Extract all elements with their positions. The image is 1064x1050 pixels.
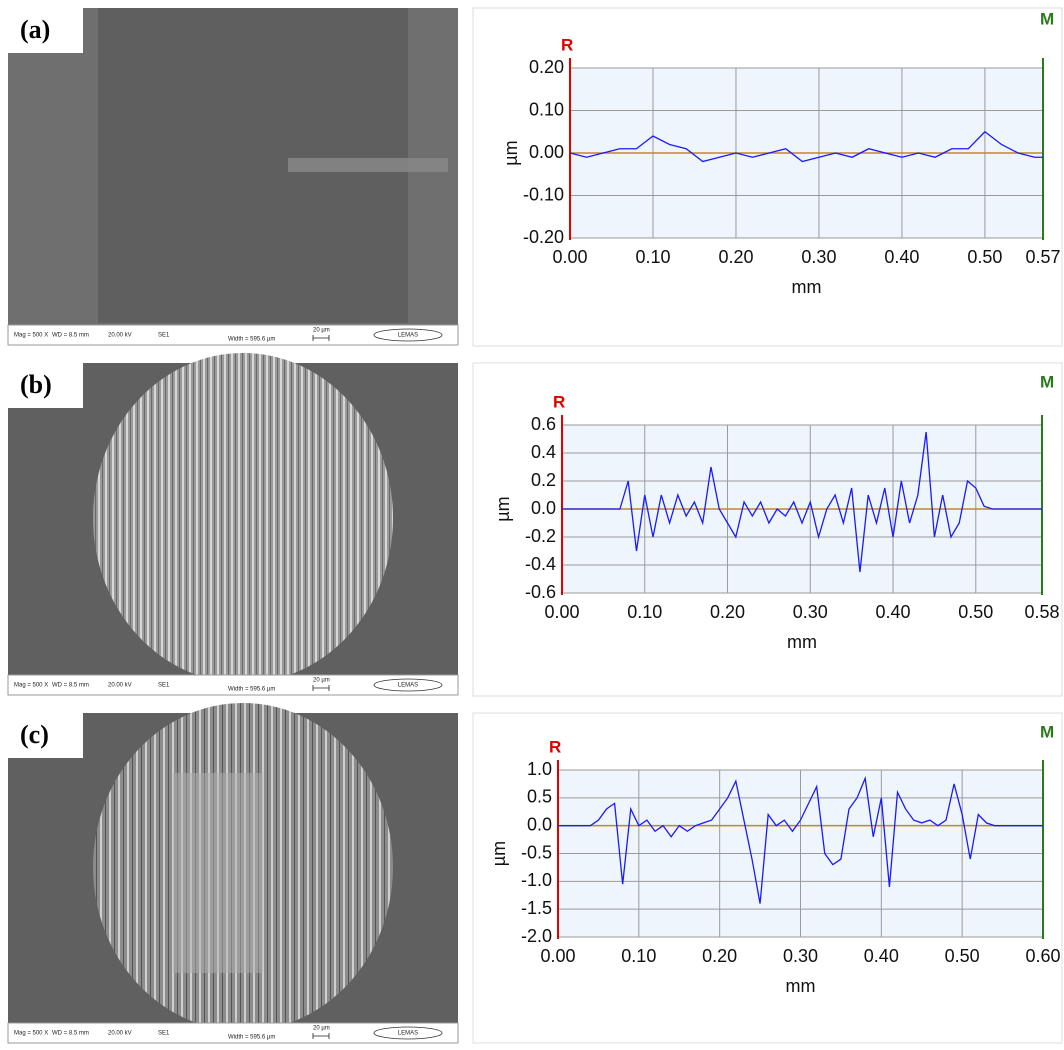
panel-label: (a) — [20, 15, 50, 44]
x-tick-label: 0.20 — [718, 247, 753, 267]
x-tick-label: 0.00 — [540, 946, 575, 966]
x-tick-label: 0.30 — [793, 602, 828, 622]
x-tick-label: 0.40 — [864, 946, 899, 966]
logo: LEMAS — [398, 683, 418, 689]
x-tick-label: 0.60 — [1025, 946, 1060, 966]
scale-bar — [312, 1033, 330, 1039]
panel-label-box — [8, 8, 83, 53]
scale-bar — [312, 685, 330, 691]
y-tick-label: 1.0 — [527, 759, 552, 779]
logo-frame — [373, 1026, 443, 1040]
y-tick-label: 0.4 — [531, 442, 556, 462]
y-axis-label: µm — [489, 841, 509, 866]
panel-label-box — [8, 363, 83, 408]
sem-info-text: Mag = 500 X — [14, 683, 48, 689]
x-tick-label: 0.20 — [710, 602, 745, 622]
y-tick-label: 0.20 — [529, 57, 564, 77]
scratch — [288, 158, 448, 172]
scale-bar — [312, 335, 330, 341]
x-tick-label: 0.40 — [884, 247, 919, 267]
y-tick-label: -2.0 — [521, 926, 552, 946]
right-marker: M — [1040, 722, 1054, 741]
sem-info-text: SE1 — [158, 683, 170, 689]
y-tick-label: 0.00 — [529, 142, 564, 162]
sem-info-text: WD = 8.5 mm — [52, 683, 89, 689]
y-tick-label: 0.0 — [531, 498, 556, 518]
y-tick-label: -1.0 — [521, 870, 552, 890]
left-marker: R — [561, 35, 573, 54]
right-marker: M — [1040, 372, 1054, 391]
sem-info-text: Width = 595.6 µm — [228, 1035, 275, 1041]
x-tick-label: 0.20 — [702, 946, 737, 966]
sem-info-text: WD = 8.5 mm — [52, 1031, 89, 1037]
logo: LEMAS — [398, 333, 418, 339]
x-tick-label: 0.00 — [552, 247, 587, 267]
x-tick-label: 0.10 — [621, 946, 656, 966]
x-tick-label: 0.58 — [1024, 602, 1059, 622]
sem-info-text: Mag = 500 X — [14, 333, 48, 339]
x-axis-label: mm — [786, 976, 816, 996]
x-tick-label: 0.00 — [544, 602, 579, 622]
x-tick-label: 0.50 — [958, 602, 993, 622]
y-tick-label: 0.2 — [531, 470, 556, 490]
y-tick-label: -0.2 — [525, 526, 556, 546]
x-tick-label: 0.30 — [783, 946, 818, 966]
sem-info-text: 20 µm — [313, 328, 330, 334]
x-tick-label: 0.10 — [635, 247, 670, 267]
sem-info-text: 20 µm — [313, 678, 330, 684]
logo-frame — [373, 678, 443, 692]
profile-line — [562, 431, 1042, 573]
sem-info-bar — [7, 674, 459, 696]
sem-info-text: SE1 — [158, 333, 170, 339]
sem-info-text: WD = 8.5 mm — [52, 333, 89, 339]
x-tick-label: 0.50 — [967, 247, 1002, 267]
logo: LEMAS — [398, 1031, 418, 1037]
y-tick-label: 0.10 — [529, 99, 564, 119]
y-tick-label: -0.5 — [521, 842, 552, 862]
sem-info-text: 20.00 kV — [108, 1031, 132, 1037]
x-axis-label: mm — [787, 632, 817, 652]
x-tick-label: 0.50 — [945, 946, 980, 966]
debris — [173, 773, 263, 973]
wear-track — [93, 353, 393, 683]
y-axis-label: µm — [501, 140, 521, 165]
y-tick-label: -0.4 — [525, 554, 556, 574]
x-tick-label: 0.30 — [801, 247, 836, 267]
y-tick-label: 0.5 — [527, 787, 552, 807]
sem-info-bar — [7, 1022, 459, 1044]
left-marker: R — [553, 392, 565, 411]
x-axis-label: mm — [792, 277, 822, 297]
sem-info-text: Mag = 500 X — [14, 1031, 48, 1037]
right-marker: M — [1040, 9, 1054, 28]
profile-line — [558, 775, 1043, 904]
x-tick-label: 0.57 — [1025, 247, 1060, 267]
y-tick-label: -1.5 — [521, 898, 552, 918]
logo-frame — [373, 328, 443, 342]
panel-label-box — [8, 713, 83, 758]
sem-info-text: 20.00 kV — [108, 333, 132, 339]
y-axis-label: µm — [493, 496, 513, 521]
sem-info-text: 20.00 kV — [108, 683, 132, 689]
y-tick-label: 0.6 — [531, 414, 556, 434]
y-tick-label: 0.0 — [527, 814, 552, 834]
y-tick-label: -0.20 — [523, 227, 564, 247]
sem-info-bar — [7, 324, 459, 346]
sem-info-text: Width = 595.6 µm — [228, 687, 275, 693]
sem-info-text: Width = 595.6 µm — [228, 337, 275, 343]
y-tick-label: -0.6 — [525, 582, 556, 602]
x-tick-label: 0.40 — [876, 602, 911, 622]
sem-info-text: 20 µm — [313, 1026, 330, 1032]
x-tick-label: 0.10 — [627, 602, 662, 622]
left-marker: R — [549, 737, 561, 756]
panel-label: (c) — [20, 720, 49, 749]
panel-label: (b) — [20, 370, 52, 399]
sem-info-text: SE1 — [158, 1031, 170, 1037]
profile-line — [569, 130, 1043, 163]
y-tick-label: -0.10 — [523, 184, 564, 204]
